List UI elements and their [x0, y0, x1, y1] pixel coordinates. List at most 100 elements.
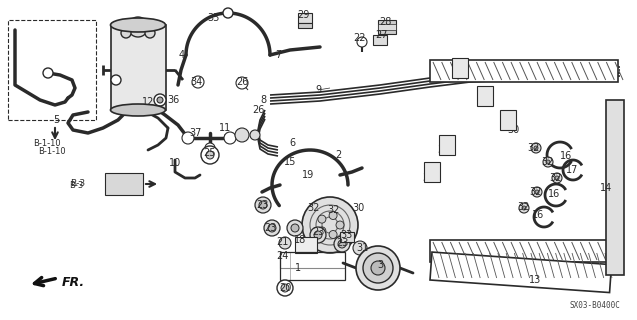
Circle shape [206, 151, 214, 159]
Text: 34: 34 [190, 77, 202, 87]
Text: 19: 19 [302, 170, 314, 180]
Circle shape [268, 224, 276, 232]
Circle shape [259, 201, 267, 209]
Text: 3: 3 [377, 260, 383, 270]
Circle shape [223, 8, 233, 18]
Text: 30: 30 [481, 98, 493, 108]
Text: 23: 23 [336, 238, 348, 248]
Circle shape [329, 230, 337, 238]
Text: 30: 30 [437, 145, 449, 155]
Bar [430, 240, 618, 262]
Ellipse shape [110, 104, 166, 116]
Text: 32: 32 [541, 157, 553, 167]
Bar [105, 173, 143, 195]
Bar [295, 237, 317, 253]
Text: 7: 7 [275, 50, 281, 60]
Circle shape [255, 197, 271, 213]
Bar [606, 100, 624, 275]
Text: 32: 32 [307, 203, 319, 213]
Circle shape [310, 227, 326, 243]
Text: 31: 31 [356, 243, 368, 253]
Bar [280, 252, 345, 280]
Text: 12: 12 [142, 97, 154, 107]
Ellipse shape [110, 18, 166, 32]
Bar [298, 13, 312, 23]
Text: 8: 8 [260, 95, 266, 105]
Text: 16: 16 [532, 210, 544, 220]
Circle shape [281, 284, 289, 292]
Bar [378, 24, 396, 30]
Circle shape [43, 68, 53, 78]
Text: 28: 28 [379, 17, 391, 27]
Text: 15: 15 [284, 157, 296, 167]
Text: 37: 37 [189, 128, 201, 138]
Circle shape [145, 28, 155, 38]
Circle shape [192, 76, 204, 88]
Circle shape [371, 261, 385, 275]
Text: B-1-10: B-1-10 [33, 139, 61, 148]
Circle shape [356, 246, 400, 290]
Text: 32: 32 [528, 143, 540, 153]
Text: 6: 6 [289, 138, 295, 148]
Text: 21: 21 [276, 237, 288, 247]
Text: SX03-B0400C: SX03-B0400C [569, 301, 620, 310]
Circle shape [353, 241, 367, 255]
Bar [8, 20, 96, 120]
Text: 33: 33 [340, 230, 352, 240]
Circle shape [357, 37, 367, 47]
Text: 24: 24 [276, 251, 288, 261]
Text: 32: 32 [517, 202, 529, 212]
Text: 10: 10 [169, 158, 181, 168]
Text: 30: 30 [352, 203, 364, 213]
Circle shape [121, 28, 131, 38]
Circle shape [287, 220, 303, 236]
Circle shape [205, 143, 215, 153]
Circle shape [279, 237, 291, 249]
Circle shape [154, 94, 166, 106]
Text: 16: 16 [560, 151, 572, 161]
Circle shape [250, 130, 260, 140]
Text: 16: 16 [548, 189, 560, 199]
Circle shape [546, 160, 550, 164]
Text: 17: 17 [566, 165, 578, 175]
Circle shape [534, 146, 538, 150]
Text: 32: 32 [530, 187, 542, 197]
Circle shape [302, 197, 358, 253]
Text: 30: 30 [507, 125, 519, 135]
Bar [430, 60, 618, 82]
Bar [111, 25, 166, 110]
Circle shape [201, 146, 219, 164]
Circle shape [318, 215, 326, 223]
Text: 26: 26 [252, 105, 264, 115]
Circle shape [522, 206, 526, 210]
Text: 4: 4 [179, 50, 185, 60]
Text: 25: 25 [204, 148, 216, 158]
Text: 5: 5 [53, 115, 59, 125]
Circle shape [264, 220, 280, 236]
Circle shape [157, 97, 163, 103]
Circle shape [338, 240, 346, 248]
Circle shape [555, 176, 559, 180]
Text: 30: 30 [422, 173, 434, 183]
Text: 23: 23 [312, 227, 324, 237]
Text: 27: 27 [375, 30, 387, 40]
Text: 30: 30 [453, 70, 465, 80]
Circle shape [182, 132, 194, 144]
Text: 23: 23 [256, 200, 268, 210]
Circle shape [336, 221, 344, 229]
Circle shape [314, 231, 322, 239]
Circle shape [318, 227, 326, 235]
Circle shape [552, 173, 562, 183]
Bar [298, 23, 312, 28]
Circle shape [111, 75, 121, 85]
Circle shape [224, 132, 236, 144]
Circle shape [532, 187, 542, 197]
Bar [500, 110, 516, 130]
Circle shape [543, 157, 553, 167]
Circle shape [329, 212, 337, 220]
Text: 36: 36 [167, 95, 179, 105]
Bar [340, 232, 354, 242]
Text: 1: 1 [295, 263, 301, 273]
Circle shape [235, 128, 249, 142]
Bar [452, 58, 468, 78]
